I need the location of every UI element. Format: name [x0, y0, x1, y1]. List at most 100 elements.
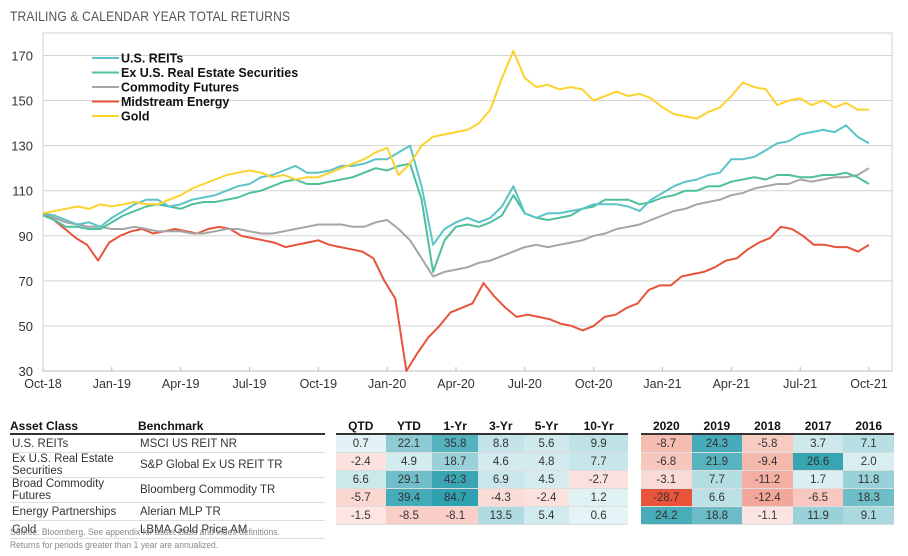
line-chart: 30 50 70 90 110 130 150 170 Oct-18 Jan-19 Apr-19 J… [11, 32, 893, 391]
benchmark-cell: Alerian MLP TR [138, 502, 325, 521]
trailing-return-cell: 84.7 [432, 488, 479, 507]
y-tick-label: 150 [11, 94, 33, 109]
trailing-return-cell: 0.7 [336, 434, 386, 453]
table-row: -2.4 4.9 18.7 4.6 4.8 7.7 [336, 452, 628, 471]
x-tick-label: Jul-21 [783, 377, 817, 391]
trailing-return-cell: 39.4 [385, 488, 433, 507]
x-tick-label: Jan-19 [93, 377, 131, 391]
legend-label: Commodity Futures [121, 81, 239, 95]
calendar-return-cell: 2.0 [843, 452, 894, 471]
x-tick-label: Jan-20 [368, 377, 406, 391]
x-tick-label: Apr-20 [437, 377, 475, 391]
legend-label: Ex U.S. Real Estate Securities [121, 66, 298, 80]
asset-class-cell: Energy Partnerships [10, 502, 138, 521]
calendar-return-cell: 26.6 [792, 452, 844, 471]
x-tick-label: Jan-21 [643, 377, 681, 391]
series-line-midstream-energy [42, 212, 870, 372]
table-row: 24.2 18.8 -1.1 11.9 9.1 [641, 506, 894, 525]
legend-label: Gold [121, 110, 149, 124]
benchmark-cell: Bloomberg Commodity TR [138, 477, 325, 503]
trailing-return-cell: 4.5 [523, 470, 570, 489]
x-tick-label: Oct-21 [850, 377, 888, 391]
benchmark-cell: LBMA Gold Price AM [138, 520, 325, 539]
trailing-return-cell: 0.6 [569, 506, 628, 525]
trailing-return-cell: -1.5 [336, 506, 386, 525]
series-lines [42, 50, 870, 372]
table-row: -5.7 39.4 84.7 -4.3 -2.4 1.2 [336, 488, 628, 507]
calendar-return-cell: 7.1 [843, 434, 894, 453]
x-tick-label: Jul-19 [232, 377, 266, 391]
header-2020: 2020 [641, 418, 692, 435]
calendar-return-cell: -11.2 [742, 470, 793, 489]
asset-class-cell: U.S. REITs [10, 434, 138, 453]
y-tick-label: 70 [19, 274, 33, 289]
trailing-return-cell: 4.6 [478, 452, 524, 471]
benchmark-cell: S&P Global Ex US REIT TR [138, 452, 325, 478]
calendar-return-cell: -3.1 [641, 470, 692, 489]
trailing-return-cell: -8.1 [432, 506, 479, 525]
calendar-return-cell: -12.4 [742, 488, 793, 507]
calendar-return-cell: 3.7 [792, 434, 844, 453]
header-2016: 2016 [843, 418, 894, 435]
header-3-yr: 3-Yr [478, 418, 524, 435]
trailing-return-cell: 42.3 [432, 470, 479, 489]
table-row: -28.7 6.6 -12.4 -6.5 18.3 [641, 488, 894, 507]
trailing-return-cell: 6.6 [336, 470, 386, 489]
x-tick-label: Oct-20 [575, 377, 613, 391]
footnote-source: Source: Bloomberg. See appendix for asse… [10, 527, 280, 538]
chart-title: TRAILING & CALENDAR YEAR TOTAL RETURNS [10, 8, 291, 24]
table-row: 0.7 22.1 35.8 8.8 5.6 9.9 [336, 434, 628, 453]
asset-table: Asset Class Benchmark U.S. REITs MSCI US … [10, 418, 325, 539]
header-2017: 2017 [792, 418, 844, 435]
trailing-return-cell: 4.9 [385, 452, 433, 471]
calendar-return-cell: -9.4 [742, 452, 793, 471]
series-line-gold [42, 50, 869, 215]
trailing-return-cell: -2.4 [336, 452, 386, 471]
header-asset-class: Asset Class [10, 418, 138, 435]
trailing-return-cell: 13.5 [478, 506, 524, 525]
calendar-return-cell: -8.7 [641, 434, 692, 453]
x-tick-label: Apr-21 [713, 377, 751, 391]
header-ytd: YTD [385, 418, 433, 435]
calendar-return-cell: 11.9 [792, 506, 844, 525]
calendar-return-cell: 9.1 [843, 506, 894, 525]
y-tick-label: 110 [12, 184, 33, 199]
asset-class-cell: Ex U.S. Real Estate Securities [10, 452, 138, 478]
y-axis-ticks: 30 50 70 90 110 130 150 170 [11, 49, 33, 379]
trailing-return-cell: 18.7 [432, 452, 479, 471]
calendar-return-cell: 18.8 [691, 506, 743, 525]
trailing-return-cell: 35.8 [432, 434, 479, 453]
trailing-return-cell: -5.7 [336, 488, 386, 507]
calendar-return-cell: -6.8 [641, 452, 692, 471]
y-tick-label: 90 [19, 229, 33, 244]
x-tick-label: Oct-19 [300, 377, 338, 391]
trailing-return-cell: 8.8 [478, 434, 524, 453]
header-2018: 2018 [742, 418, 793, 435]
y-tick-label: 130 [11, 139, 33, 154]
trailing-return-cell: -4.3 [478, 488, 524, 507]
calendar-return-cell: 18.3 [843, 488, 894, 507]
trailing-return-cell: 7.7 [569, 452, 628, 471]
x-axis-ticks: Oct-18 Jan-19 Apr-19 Jul-19 Oct-19 Jan-20 Apr-… [24, 377, 888, 391]
table-row: -3.1 7.7 -11.2 1.7 11.8 [641, 470, 894, 489]
header-1-yr: 1-Yr [432, 418, 479, 435]
trailing-return-cell: 6.9 [478, 470, 524, 489]
x-tick-label: Jul-20 [508, 377, 542, 391]
trailing-return-cell: 5.6 [523, 434, 570, 453]
y-tick-label: 50 [19, 319, 33, 334]
trailing-return-cell: 9.9 [569, 434, 628, 453]
table-row: Energy Partnerships Alerian MLP TR [10, 502, 325, 521]
trailing-return-cell: -2.4 [523, 488, 570, 507]
header-qtd: QTD [336, 418, 386, 435]
x-tick-label: Oct-18 [24, 377, 62, 391]
table-row: -8.7 24.3 -5.8 3.7 7.1 [641, 434, 894, 453]
trailing-return-cell: 22.1 [385, 434, 433, 453]
calendar-return-cell: 24.3 [691, 434, 743, 453]
calendar-return-cell: -5.8 [742, 434, 793, 453]
calendar-return-cell: 6.6 [691, 488, 743, 507]
series-line-ex-u-s-real-estate-securities [42, 162, 870, 273]
asset-class-cell: Broad Commodity Futures [10, 477, 138, 503]
calendar-return-cell: 21.9 [691, 452, 743, 471]
trailing-return-cell: 5.4 [523, 506, 570, 525]
